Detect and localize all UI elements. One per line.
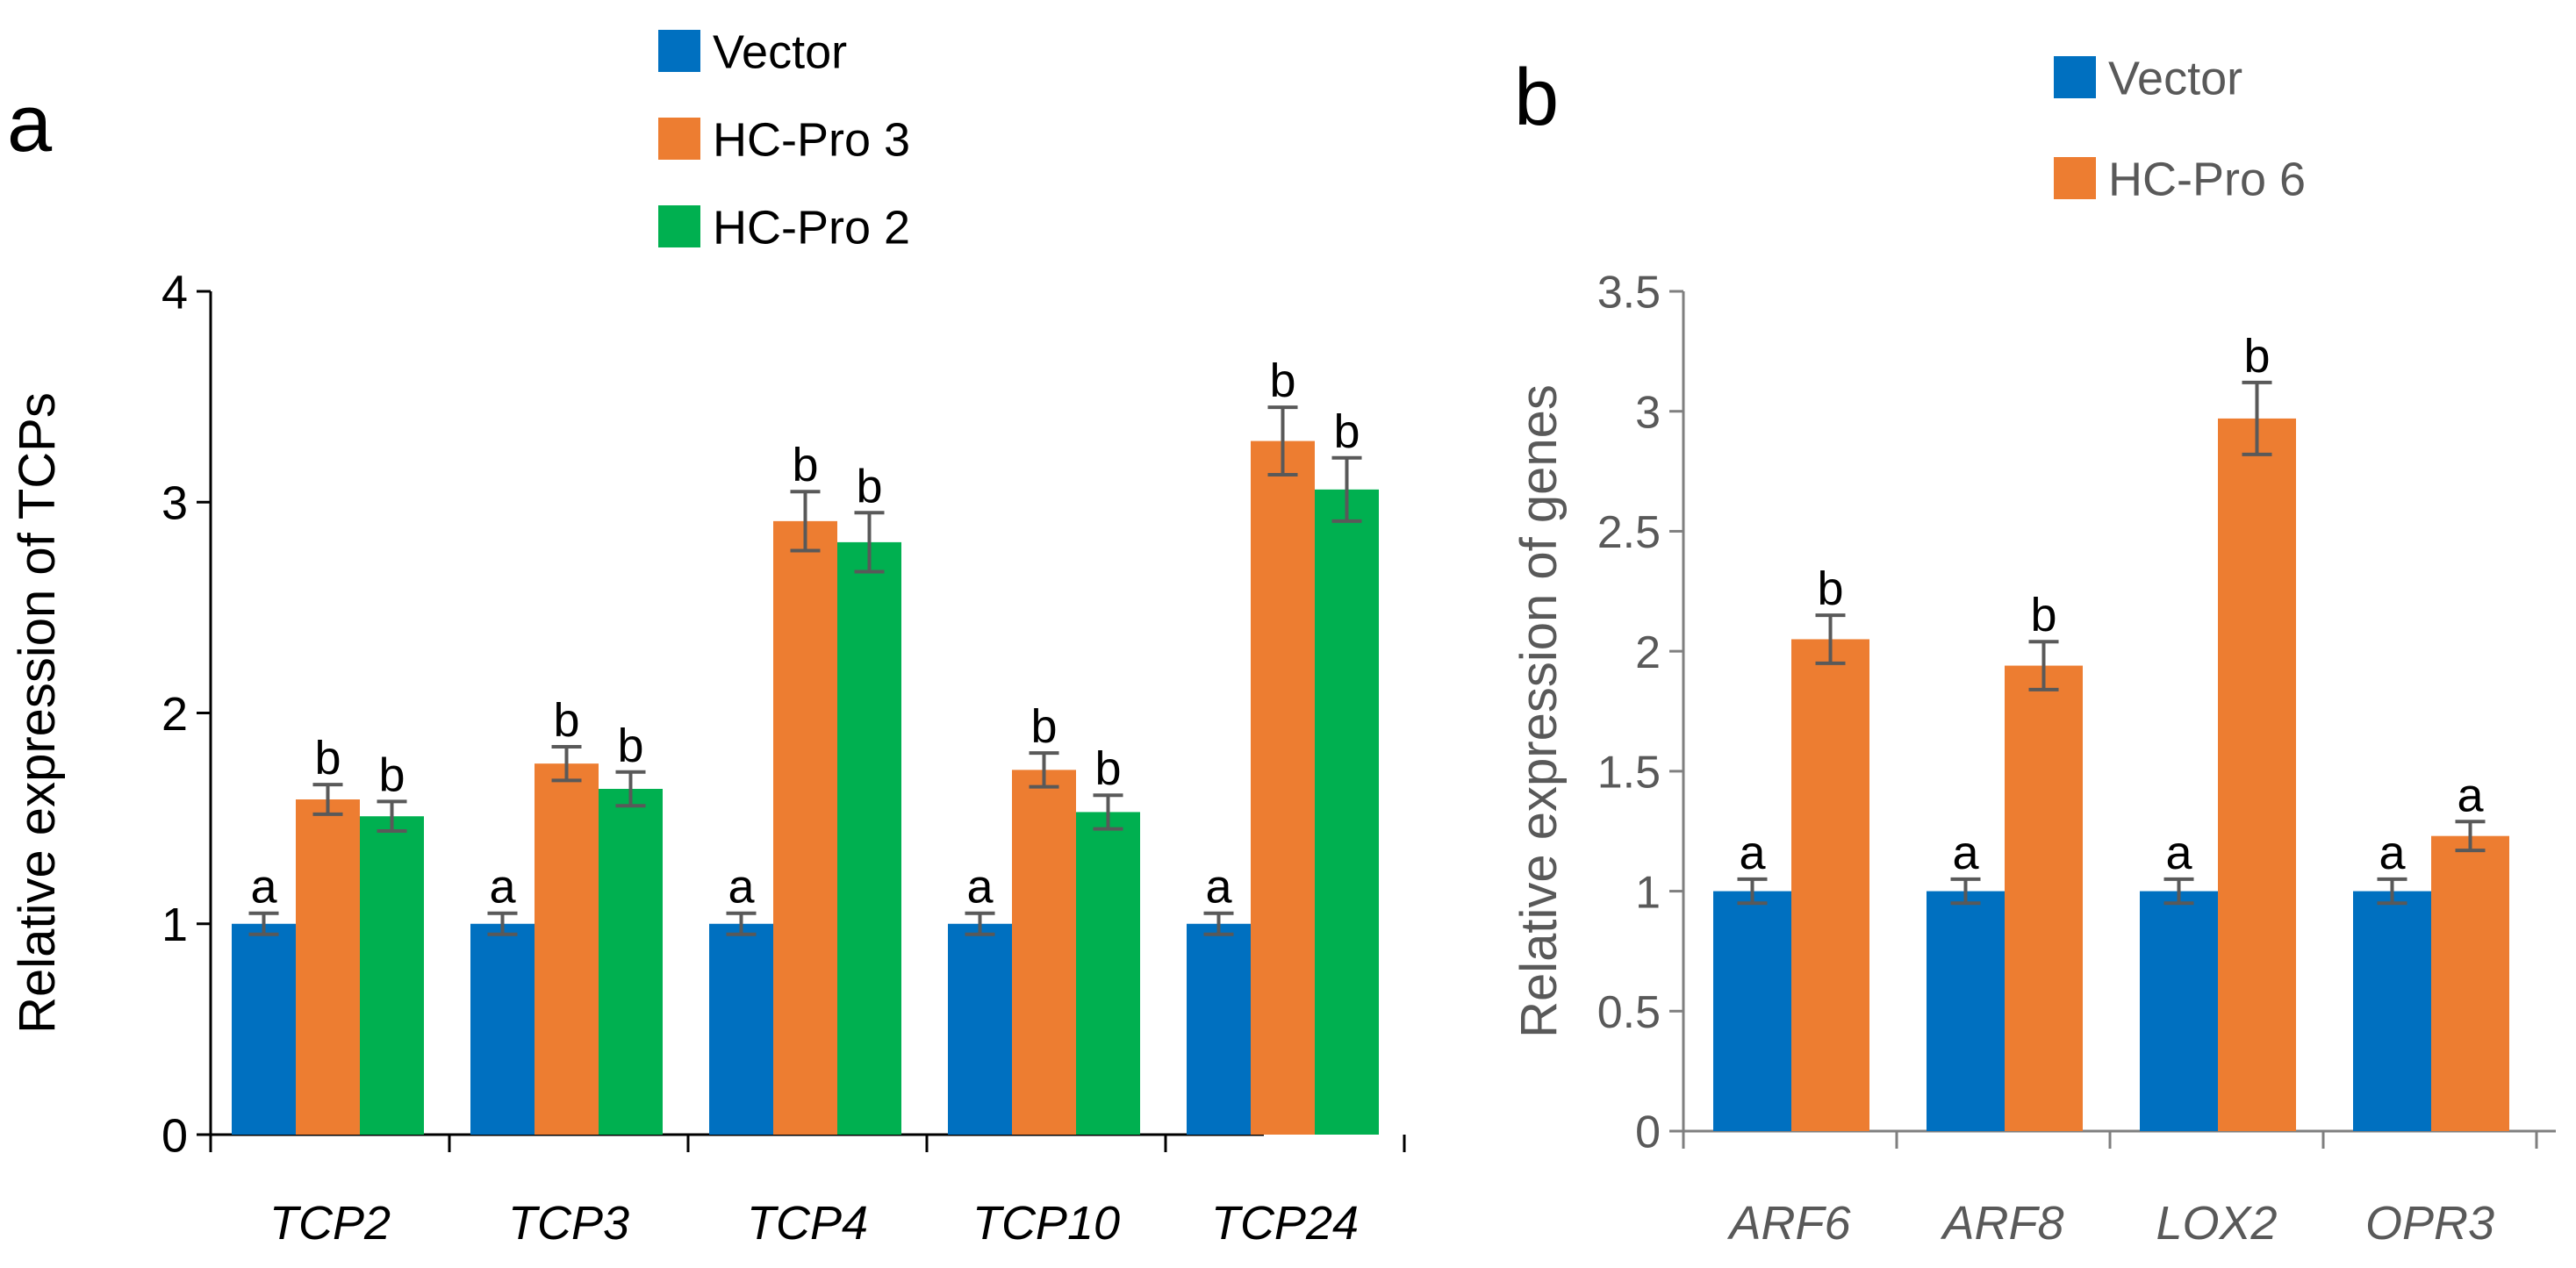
- significance-letter: a: [1952, 827, 1979, 879]
- bar-hc-pro-6: [2005, 665, 2083, 1131]
- bar-hc-pro-3: [1251, 441, 1315, 1135]
- significance-letter: b: [2030, 589, 2056, 641]
- bar-hc-pro-2: [360, 816, 424, 1135]
- significance-letter: b: [1030, 700, 1057, 753]
- y-tick-label: 2.5: [1597, 507, 1661, 558]
- significance-letter: a: [250, 861, 277, 913]
- significance-letter: a: [2457, 769, 2484, 821]
- legend-swatch-vector: [2054, 56, 2096, 98]
- bar-hc-pro-3: [773, 520, 837, 1135]
- y-axis-title: Relative expression of TCPs: [9, 392, 66, 1034]
- bar-vector: [1187, 923, 1251, 1135]
- x-category-label: TCP10: [972, 1197, 1120, 1250]
- bar-vector: [1927, 891, 2005, 1131]
- x-category-label: OPR3: [2365, 1197, 2494, 1250]
- bar-vector: [948, 923, 1012, 1135]
- bar-hc-pro-6: [1791, 639, 1869, 1131]
- legend-label: Vector: [713, 25, 847, 78]
- legend-swatch-vector: [658, 30, 700, 72]
- x-category-label: TCP2: [269, 1197, 391, 1250]
- significance-letter: b: [378, 749, 405, 801]
- significance-letter: a: [1205, 861, 1232, 913]
- y-tick-label: 4: [161, 266, 188, 319]
- x-category-label: TCP24: [1211, 1197, 1359, 1250]
- y-tick-label: 2: [161, 688, 188, 741]
- y-tick-label: 0: [1635, 1107, 1661, 1158]
- significance-letter: b: [856, 460, 882, 512]
- bar-hc-pro-2: [599, 788, 663, 1135]
- legend-label: HC-Pro 2: [713, 201, 910, 254]
- bar-hc-pro-2: [1315, 489, 1379, 1135]
- y-tick-label: 0: [161, 1109, 188, 1162]
- bar-vector: [709, 923, 773, 1135]
- x-category-label: ARF8: [1940, 1197, 2063, 1250]
- significance-letter: b: [314, 732, 341, 784]
- legend-swatch-hc-pro-6: [2054, 157, 2096, 199]
- y-tick-label: 1.5: [1597, 748, 1661, 799]
- bar-hc-pro-3: [296, 799, 360, 1135]
- significance-letter: a: [1739, 827, 1766, 879]
- x-category-label: TCP4: [747, 1197, 868, 1250]
- y-tick-label: 3: [161, 477, 188, 530]
- bar-hc-pro-6: [2218, 418, 2296, 1132]
- x-category-label: ARF6: [1726, 1197, 1851, 1250]
- y-tick-label: 2: [1635, 627, 1661, 678]
- y-tick-label: 3.5: [1597, 268, 1661, 319]
- significance-letter: b: [1094, 742, 1121, 795]
- significance-letter: a: [489, 861, 516, 913]
- bar-vector: [232, 923, 296, 1135]
- bar-hc-pro-3: [1012, 770, 1076, 1135]
- panel-letter-b: b: [1514, 53, 1559, 142]
- bar-vector: [2353, 891, 2431, 1131]
- legend-swatch-hc-pro-2: [658, 205, 700, 247]
- bar-hc-pro-2: [837, 541, 901, 1135]
- significance-letter: a: [728, 861, 755, 913]
- bar-vector: [1713, 891, 1791, 1131]
- y-tick-label: 0.5: [1597, 987, 1661, 1038]
- significance-letter: a: [2379, 827, 2406, 879]
- bar-hc-pro-3: [535, 763, 599, 1135]
- significance-letter: b: [1817, 562, 1843, 615]
- legend-label: HC-Pro 6: [2108, 153, 2306, 205]
- significance-letter: a: [966, 861, 994, 913]
- y-tick-label: 3: [1635, 387, 1661, 438]
- significance-letter: b: [1333, 405, 1360, 458]
- x-category-label: LOX2: [2156, 1197, 2277, 1250]
- significance-letter: b: [792, 439, 818, 491]
- legend-swatch-hc-pro-3: [658, 118, 700, 160]
- bar-hc-pro-2: [1076, 812, 1140, 1135]
- chart-panel-b: 0 0.5 1 1.5 2 2.5 3 3.5 Relative expression of g…: [1510, 52, 2556, 1250]
- legend-label: HC-Pro 3: [713, 113, 910, 166]
- legend-label: Vector: [2108, 52, 2242, 104]
- significance-letter: a: [2165, 827, 2192, 879]
- y-tick-label: 1: [1635, 867, 1661, 918]
- significance-letter: b: [1269, 355, 1295, 407]
- significance-letter: b: [617, 720, 643, 772]
- bar-vector: [2140, 891, 2218, 1131]
- y-axis-title: Relative expression of genes: [1510, 384, 1568, 1038]
- x-category-label: TCP3: [508, 1197, 629, 1250]
- significance-letter: b: [2243, 330, 2270, 383]
- significance-letter: b: [553, 694, 579, 747]
- y-tick-label: 1: [161, 899, 188, 951]
- bar-hc-pro-6: [2431, 835, 2509, 1131]
- panel-letter-a: a: [7, 79, 53, 168]
- bar-vector: [470, 923, 535, 1135]
